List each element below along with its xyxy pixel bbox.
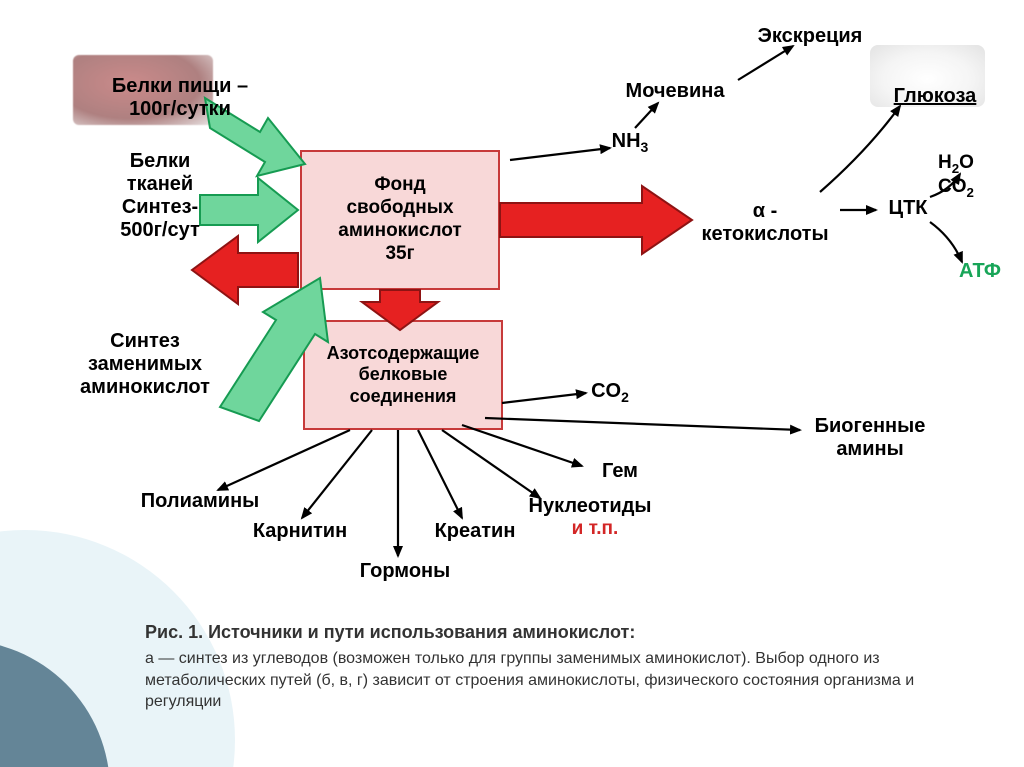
arrow-fund-to-keto [500,186,692,254]
line-nitro-co2 [502,393,586,403]
label-hormones: Гормоны [330,560,480,583]
arrow-fund-to-tissue [192,236,298,304]
label-h2o-co2: H2OCO2 [938,152,1018,200]
box-free-amino-fund: Фонд свободных аминокислот 35г [300,150,500,290]
figure-caption: Рис. 1. Источники и пути использования а… [145,620,945,713]
diagram-canvas: Фонд свободных аминокислот 35г Азотсодер… [0,0,1024,767]
label-nh3: NH3 [595,130,665,155]
label-excretion: Экскреция [745,25,875,48]
label-carnitine: Карнитин [225,520,375,543]
label-urea: Мочевина [605,80,745,103]
box-nitrogen-compounds: Азотсодержащие белковые соединения [303,320,503,430]
line-nitro-creatine [418,430,462,518]
caption-body: а — синтез из углеводов (возможен только… [145,648,945,713]
line-nitro-nucleotides [442,430,540,498]
line-nh3-urea [635,103,658,128]
line-nitro-polyamines [218,430,350,490]
label-polyamines: Полиамины [120,490,280,513]
line-nitro-bioamines [485,418,800,430]
label-heme: Гем [580,460,660,483]
label-ketoacids: α - кетокислоты [685,200,845,246]
label-tissue-protein: Белки тканей Синтез- 500г/сут [80,150,240,242]
label-atp: АТФ [945,260,1015,283]
label-synth-nonessential: Синтез заменимых аминокислот [60,330,230,399]
label-food-protein: Белки пищи – 100г/сутки [85,75,275,121]
curve-ctk-atp [930,222,962,262]
label-nucleotides: Нуклеотиды [510,495,670,518]
line-urea-excretion [738,46,793,80]
label-glucose: Глюкоза [875,85,995,108]
label-etc: и т.п. [535,518,655,540]
label-biogenic-amines: Биогенные амины [795,415,945,461]
line-nitro-carnitine [302,430,372,518]
curve-keto-glucose [820,106,900,192]
label-ctk: ЦТК [878,197,938,220]
label-co2-bottom: CO2 [575,380,645,405]
label-creatine: Креатин [400,520,550,543]
line-nitro-heme [462,425,582,466]
caption-title: Рис. 1. Источники и пути использования а… [145,620,945,644]
